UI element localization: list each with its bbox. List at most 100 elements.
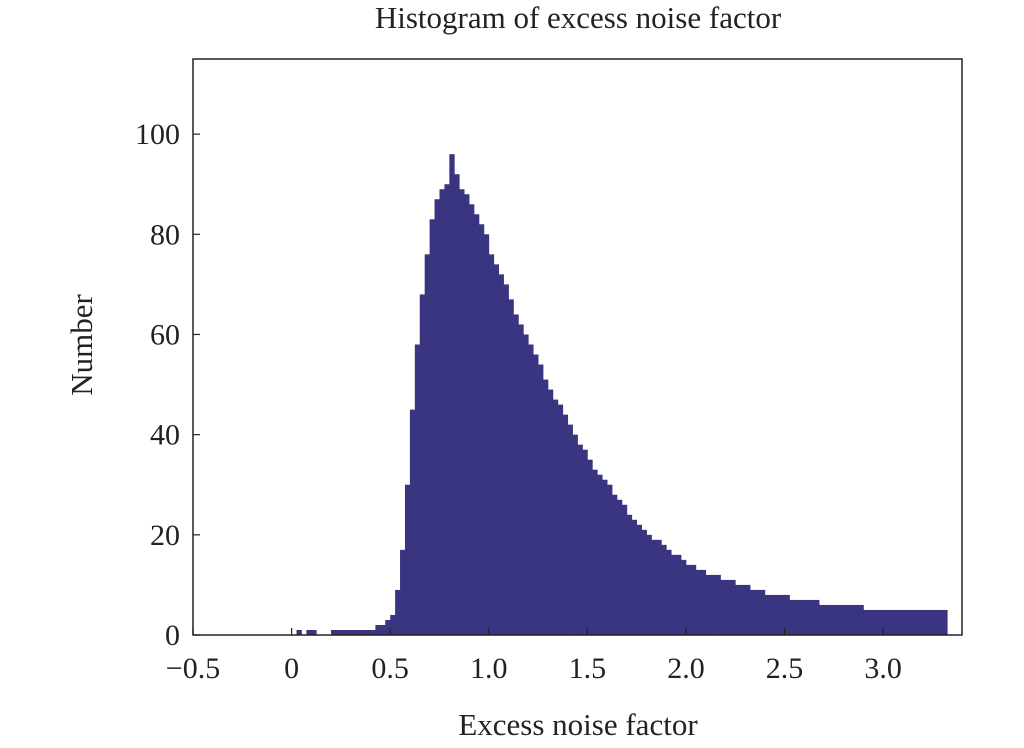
y-tick-label: 20 <box>150 519 180 552</box>
histogram-bar <box>567 424 573 635</box>
histogram-bar <box>414 344 421 635</box>
histogram-bar <box>493 264 500 635</box>
histogram-bar <box>562 414 569 635</box>
histogram-bar <box>340 629 347 635</box>
histogram-bar <box>478 224 485 635</box>
histogram-bar <box>666 549 672 635</box>
x-tick-label: 0 <box>284 652 299 685</box>
histogram-bar <box>715 574 721 635</box>
histogram-bar <box>927 609 933 635</box>
histogram-bar <box>690 564 697 635</box>
histogram-bar <box>370 629 376 635</box>
histogram-bar <box>597 474 603 635</box>
y-tick-label: 80 <box>150 218 180 251</box>
histogram-bar <box>503 284 509 635</box>
y-tick-label: 40 <box>150 419 180 452</box>
histogram-bar <box>513 314 519 635</box>
histogram-bar <box>621 504 628 635</box>
histogram-bar <box>695 569 702 635</box>
histogram-bar <box>764 594 771 635</box>
histogram-bar <box>488 254 495 636</box>
bars-layer <box>296 154 948 636</box>
histogram-bar <box>784 594 790 635</box>
histogram-bar <box>582 449 588 635</box>
x-tick-label: 2.0 <box>667 652 705 685</box>
histogram-bar <box>311 629 317 635</box>
histogram-bar <box>828 604 835 635</box>
histogram-bar <box>794 599 800 635</box>
histogram-bar <box>449 154 455 635</box>
histogram-bar <box>740 584 746 635</box>
histogram-bar <box>745 584 751 635</box>
plot-frame <box>192 58 963 636</box>
histogram-bar <box>833 604 840 635</box>
histogram-bar <box>685 564 692 635</box>
histogram-bar <box>355 629 362 635</box>
histogram-bar <box>552 399 559 635</box>
histogram-bar <box>602 479 608 635</box>
histogram-bar <box>607 484 613 635</box>
histogram-bar <box>774 594 781 635</box>
histogram-bar <box>878 609 884 635</box>
histogram-bar <box>587 459 593 635</box>
chart-title: Histogram of excess noise factor <box>375 0 782 35</box>
histogram-bar <box>700 569 707 635</box>
histogram-bar <box>769 594 776 635</box>
histogram-bar <box>883 609 889 635</box>
histogram-bar <box>814 599 820 635</box>
histogram-bar <box>390 614 396 635</box>
histogram-bar <box>616 499 623 635</box>
histogram-bar <box>932 609 938 635</box>
histogram-bar <box>523 334 529 635</box>
histogram-bar <box>888 609 894 635</box>
histogram-bar <box>572 434 578 635</box>
histogram-bar <box>365 629 371 635</box>
y-axis-ticks: 0 20 40 60 80 100 <box>135 118 200 652</box>
x-axis-ticks: −0.5 0 0.5 1.0 1.5 2.0 2.5 3.0 <box>166 628 902 685</box>
histogram-bar <box>577 444 583 635</box>
histogram-bar <box>409 409 416 635</box>
histogram-bar <box>730 579 736 635</box>
x-tick-label: −0.5 <box>166 652 220 685</box>
histogram-bar <box>641 529 647 635</box>
histogram-bar <box>789 599 795 635</box>
histogram-bar <box>508 299 514 635</box>
histogram-bar <box>419 294 426 635</box>
histogram-bar <box>557 404 564 635</box>
histogram-bar <box>853 604 859 635</box>
y-axis-label: Number <box>64 294 99 396</box>
histogram-bar <box>483 234 490 635</box>
histogram-bar <box>804 599 810 635</box>
x-axis-label: Excess noise factor <box>458 707 698 742</box>
histogram-bar <box>395 589 401 635</box>
histogram-bar <box>819 604 825 635</box>
histogram-bar <box>380 624 386 635</box>
x-tick-label: 2.5 <box>766 652 804 685</box>
histogram-bar <box>671 554 677 635</box>
histogram-bar <box>331 629 337 635</box>
histogram-bar <box>350 629 357 635</box>
histogram-bar <box>897 609 904 635</box>
histogram-bar <box>473 214 480 635</box>
x-tick-label: 1.5 <box>569 652 607 685</box>
histogram-bar <box>538 364 544 635</box>
histogram-bar <box>498 274 504 635</box>
histogram-bar <box>528 344 534 635</box>
y-tick-label: 100 <box>135 118 180 151</box>
histogram-bar <box>720 579 726 635</box>
histogram-bar <box>922 609 928 635</box>
histogram-bar <box>868 609 874 635</box>
histogram-bar <box>705 574 711 635</box>
histogram-bar <box>533 354 539 635</box>
histogram-bar <box>907 609 914 635</box>
histogram-bar <box>710 574 716 635</box>
histogram-bar <box>385 619 391 635</box>
histogram-bar <box>661 544 667 635</box>
histogram-bar <box>838 604 845 635</box>
histogram-bar <box>424 254 431 636</box>
histogram-bar <box>464 194 470 635</box>
histogram-bar <box>454 174 460 635</box>
histogram-bar <box>656 539 662 635</box>
histogram-bar <box>459 189 465 636</box>
histogram-bar <box>779 594 785 635</box>
